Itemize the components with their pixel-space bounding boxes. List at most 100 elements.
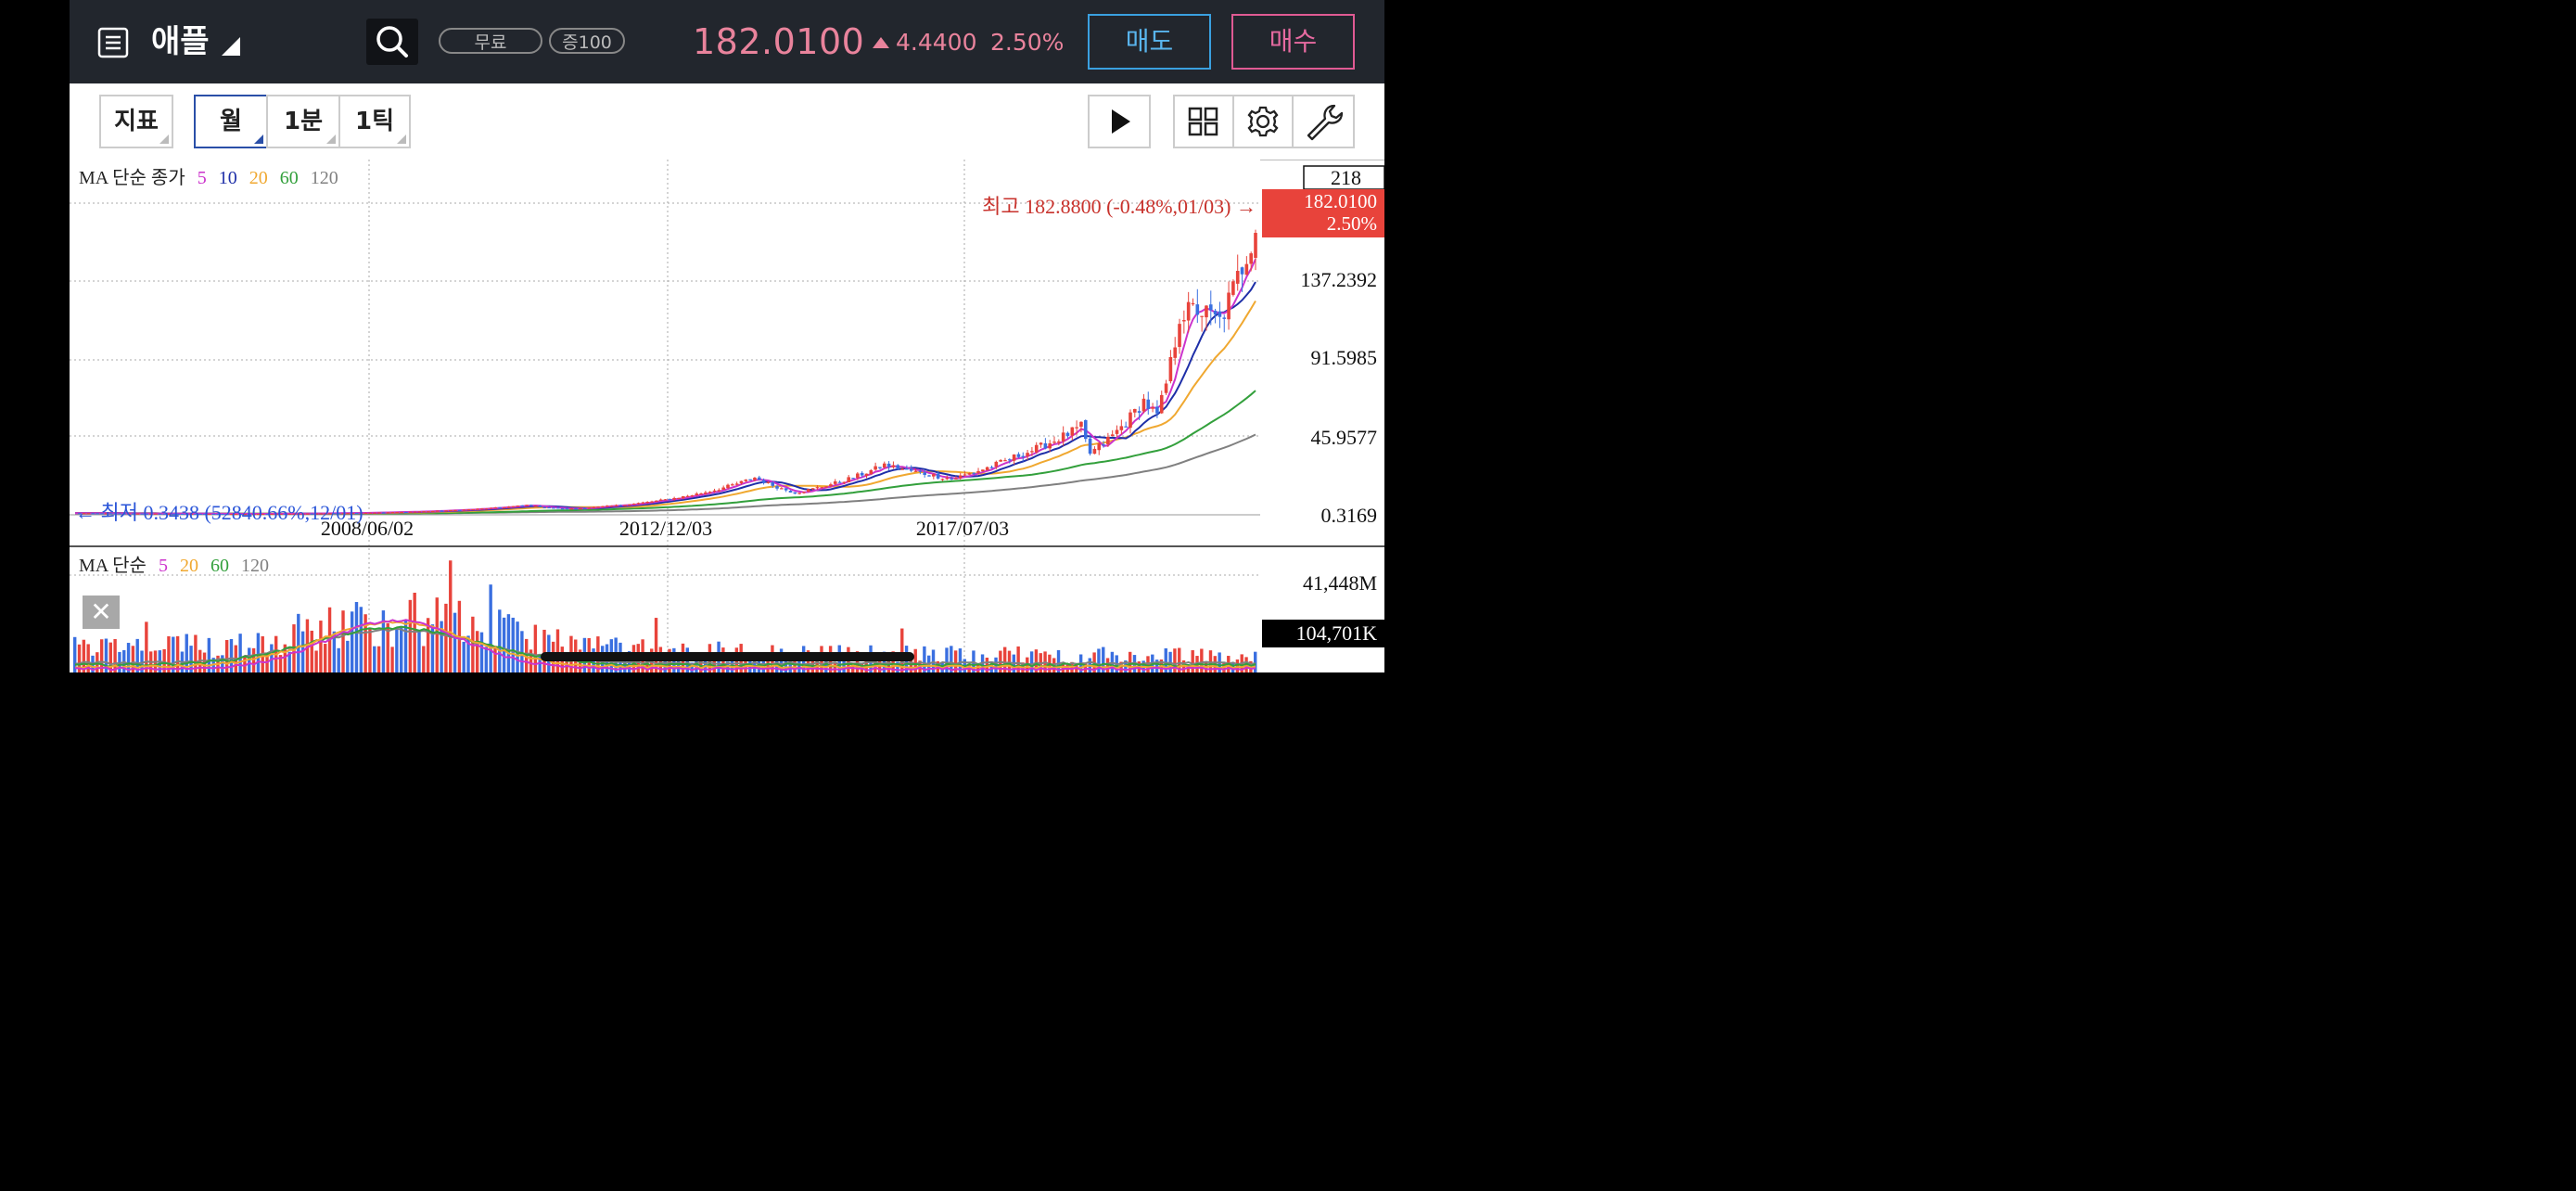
- dropdown-corner-icon: [326, 134, 336, 144]
- candle-body: [542, 506, 547, 508]
- volume-bar: [350, 611, 354, 672]
- candle-body: [377, 512, 381, 514]
- candle-body: [1249, 253, 1253, 264]
- candle-body: [1213, 310, 1218, 315]
- volume-bar: [194, 634, 198, 672]
- candle-body: [677, 497, 681, 500]
- candle-body: [238, 513, 243, 516]
- candle-body: [82, 513, 86, 515]
- candle-body: [641, 502, 645, 504]
- candle-body: [1240, 267, 1244, 275]
- candle-body: [658, 499, 663, 501]
- indicator-button[interactable]: 지표: [99, 95, 173, 148]
- volume-legend-label: MA 단순: [79, 556, 147, 576]
- ma-legend-5: 5: [197, 168, 207, 188]
- period-1tick-button[interactable]: 1틱: [338, 95, 411, 148]
- search-button[interactable]: [366, 19, 418, 65]
- play-button[interactable]: [1088, 95, 1151, 148]
- candle-body: [628, 504, 631, 506]
- candle-body: [145, 513, 148, 515]
- volume-bar: [430, 624, 435, 672]
- candle-body: [270, 513, 274, 516]
- candle-body: [685, 495, 690, 497]
- candle-body: [261, 513, 265, 516]
- candle-body: [869, 469, 874, 475]
- title-dropdown-icon[interactable]: [222, 37, 240, 56]
- volume-bar: [278, 655, 283, 672]
- volume-bar: [297, 613, 300, 672]
- volume-bar: [1007, 650, 1012, 672]
- ma-legend[interactable]: MA 단순 종가 5 10 20 60 120: [79, 162, 338, 189]
- volume-bar: [243, 656, 247, 672]
- period-month-button[interactable]: 월: [194, 95, 268, 148]
- settings-button[interactable]: [1232, 95, 1294, 148]
- candle-body: [1026, 453, 1029, 456]
- volume-bar: [373, 646, 376, 672]
- tools-button[interactable]: [1292, 95, 1355, 148]
- candle-body: [1012, 454, 1016, 461]
- candle-body: [1155, 406, 1159, 414]
- candle-body: [569, 508, 574, 510]
- candle-body: [131, 513, 135, 515]
- candle-body: [466, 509, 471, 511]
- candle-body: [923, 472, 926, 475]
- candle-body: [913, 470, 918, 472]
- chart-area[interactable]: 218 137.2392 91.5985 45.9577 0.3169 2008/06/0…: [70, 160, 1384, 672]
- candle-body: [958, 475, 963, 479]
- candle-body: [972, 472, 976, 474]
- candle-body: [430, 510, 435, 513]
- current-price: 182.0100: [693, 21, 865, 62]
- candle-body: [757, 477, 761, 480]
- candle-body: [359, 512, 363, 515]
- candle-body: [1065, 432, 1070, 437]
- volume-bar: [1097, 648, 1101, 672]
- candle-body: [413, 511, 417, 513]
- volume-bar: [882, 651, 886, 672]
- candle-body: [932, 474, 936, 477]
- candle-body: [614, 505, 618, 506]
- volume-bar: [86, 644, 90, 672]
- candle-body: [1222, 317, 1227, 319]
- volume-bar: [976, 664, 980, 672]
- candle-body: [766, 481, 771, 483]
- volume-bar: [645, 660, 649, 672]
- volume-bar: [1029, 651, 1034, 672]
- candle-body: [882, 463, 886, 468]
- volume-bar: [533, 624, 538, 672]
- period-1min-button[interactable]: 1분: [266, 95, 340, 148]
- candle-body: [346, 513, 350, 515]
- candle-body: [351, 512, 354, 515]
- volume-bar: [283, 644, 287, 672]
- close-volume-panel-button[interactable]: ✕: [83, 596, 120, 629]
- candle-body: [444, 510, 449, 512]
- candle-body: [1186, 301, 1191, 321]
- y-tick-label: 137.2392: [1301, 268, 1378, 291]
- search-icon: [376, 26, 408, 58]
- candle-body: [976, 470, 980, 473]
- menu-icon[interactable]: [97, 27, 129, 58]
- candle-body: [1205, 305, 1208, 318]
- volume-ma-legend[interactable]: MA 단순 5 20 60 120: [79, 550, 269, 577]
- y-tick-label: 91.5985: [1311, 346, 1378, 369]
- volume-bar: [1208, 650, 1213, 672]
- price-and-volume-chart[interactable]: 218 137.2392 91.5985 45.9577 0.3169 2008/06/0…: [70, 160, 1384, 672]
- volume-bar: [229, 638, 234, 672]
- volume-bar: [99, 639, 104, 672]
- candle-body: [1097, 443, 1102, 451]
- candle-body: [1141, 398, 1146, 412]
- candle-body: [479, 508, 484, 510]
- volume-bar: [145, 621, 148, 672]
- candle-body: [672, 497, 676, 500]
- stock-title[interactable]: 애플: [151, 23, 210, 60]
- volume-bar: [408, 599, 413, 672]
- candle-body: [721, 487, 725, 490]
- sell-button[interactable]: 매도: [1088, 14, 1211, 70]
- candle-body: [216, 513, 221, 516]
- period-1tick-label: 1틱: [354, 108, 394, 135]
- buy-button[interactable]: 매수: [1231, 14, 1355, 70]
- scroll-handle[interactable]: [541, 652, 914, 661]
- volume-bar: [403, 620, 408, 672]
- layout-button[interactable]: [1173, 95, 1234, 148]
- candle-body: [856, 473, 860, 479]
- candle-body: [824, 486, 828, 488]
